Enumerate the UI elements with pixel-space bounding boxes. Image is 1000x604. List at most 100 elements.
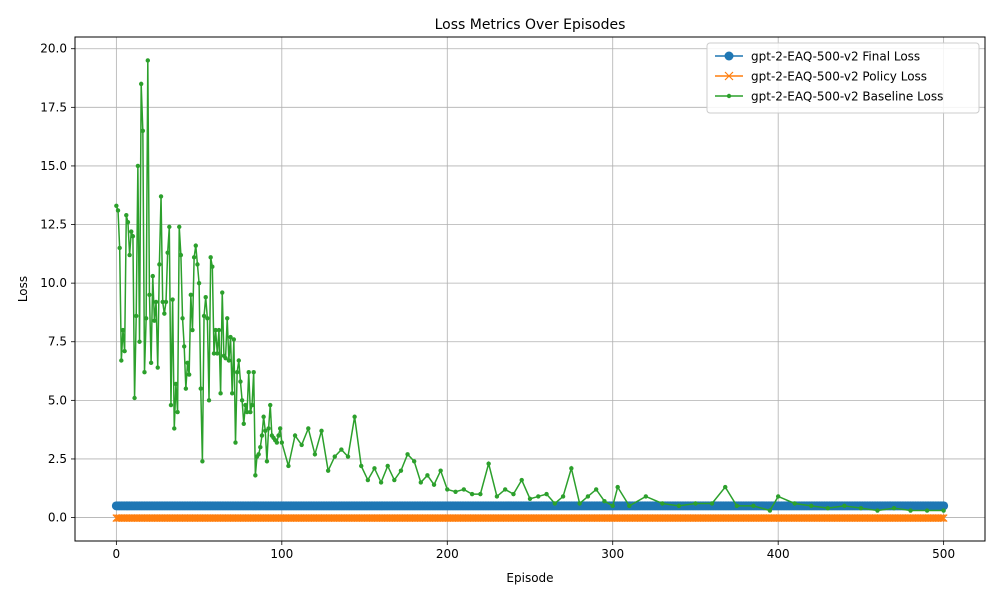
data-point bbox=[875, 508, 880, 513]
data-point bbox=[143, 316, 149, 321]
data-point bbox=[365, 477, 371, 483]
y-tick-label: 2.5 bbox=[48, 452, 67, 466]
data-point bbox=[238, 379, 243, 384]
data-point bbox=[438, 468, 443, 473]
data-point bbox=[552, 501, 558, 506]
data-point bbox=[908, 508, 913, 513]
data-point bbox=[129, 229, 134, 234]
data-point bbox=[200, 459, 205, 464]
data-point bbox=[792, 501, 797, 506]
data-point bbox=[511, 491, 516, 497]
plot-frame bbox=[74, 36, 986, 542]
data-point bbox=[249, 402, 255, 408]
data-point bbox=[643, 494, 649, 499]
data-point bbox=[385, 463, 390, 469]
data-point bbox=[453, 489, 458, 494]
data-point bbox=[117, 245, 122, 251]
data-point bbox=[519, 477, 524, 483]
data-point bbox=[190, 327, 195, 333]
data-point bbox=[445, 487, 450, 492]
data-point bbox=[585, 494, 591, 499]
data-point bbox=[147, 292, 152, 298]
data-point bbox=[261, 414, 266, 419]
data-point bbox=[213, 327, 218, 333]
data-point bbox=[312, 452, 318, 457]
data-point bbox=[182, 344, 187, 349]
data-point bbox=[160, 299, 165, 305]
data-point bbox=[602, 498, 607, 504]
x-tick-label: 0 bbox=[113, 547, 121, 561]
data-point bbox=[119, 358, 124, 363]
data-point bbox=[134, 313, 139, 319]
data-point bbox=[627, 503, 632, 509]
data-point bbox=[241, 421, 246, 426]
data-point bbox=[130, 234, 136, 239]
data-point bbox=[751, 503, 756, 509]
series-line bbox=[115, 60, 944, 512]
legend-item: gpt-2-EAQ-500-v2 Final Loss bbox=[715, 50, 920, 64]
data-point bbox=[405, 452, 410, 457]
grid bbox=[75, 37, 985, 541]
data-point bbox=[527, 496, 533, 502]
series-0 bbox=[111, 501, 949, 511]
data-point bbox=[233, 440, 238, 445]
data-point bbox=[223, 355, 228, 361]
data-point bbox=[173, 381, 179, 387]
legend-marker bbox=[724, 51, 734, 61]
data-point bbox=[577, 501, 582, 506]
data-point bbox=[411, 459, 417, 464]
x-tick-label: 400 bbox=[767, 547, 790, 561]
data-point bbox=[418, 480, 423, 485]
y-tick-label: 12.5 bbox=[40, 218, 67, 232]
data-point bbox=[345, 454, 351, 459]
data-point bbox=[268, 402, 273, 408]
data-point bbox=[858, 505, 864, 511]
x-tick-label: 300 bbox=[601, 547, 624, 561]
data-point bbox=[259, 433, 265, 438]
data-point bbox=[210, 264, 215, 269]
data-point bbox=[135, 163, 141, 169]
data-point bbox=[124, 212, 129, 218]
data-point bbox=[196, 280, 202, 286]
legend-marker bbox=[726, 93, 732, 99]
data-point bbox=[168, 402, 174, 408]
data-point bbox=[660, 501, 665, 506]
data-point bbox=[486, 461, 491, 466]
data-point bbox=[277, 426, 283, 431]
data-point bbox=[165, 250, 170, 255]
series-layer bbox=[111, 58, 949, 522]
data-point bbox=[494, 494, 500, 499]
y-tick-label: 7.5 bbox=[48, 335, 67, 349]
data-point bbox=[276, 433, 281, 438]
data-point bbox=[208, 255, 213, 260]
data-point bbox=[191, 255, 197, 260]
data-point bbox=[220, 290, 225, 295]
data-point bbox=[115, 208, 121, 213]
y-tick-label: 17.5 bbox=[40, 100, 67, 114]
data-point bbox=[228, 334, 233, 340]
series-2 bbox=[114, 58, 946, 513]
data-point bbox=[274, 440, 280, 445]
legend-box bbox=[706, 42, 980, 114]
data-point bbox=[536, 494, 541, 499]
data-point bbox=[152, 318, 157, 323]
data-point bbox=[158, 194, 164, 199]
data-point bbox=[560, 494, 566, 499]
data-point bbox=[279, 440, 285, 445]
data-point bbox=[936, 514, 945, 522]
data-point bbox=[185, 360, 190, 366]
data-point bbox=[172, 426, 177, 431]
data-point bbox=[891, 505, 897, 511]
data-point bbox=[286, 463, 291, 469]
data-point bbox=[378, 480, 384, 485]
data-point bbox=[392, 477, 397, 483]
legend-label: gpt-2-EAQ-500-v2 Baseline Loss bbox=[751, 90, 943, 104]
data-point bbox=[145, 58, 150, 63]
data-point bbox=[153, 299, 159, 305]
data-point bbox=[723, 484, 728, 490]
data-point bbox=[825, 505, 831, 511]
data-point bbox=[188, 292, 194, 298]
data-point bbox=[709, 501, 715, 506]
data-point bbox=[469, 491, 475, 497]
